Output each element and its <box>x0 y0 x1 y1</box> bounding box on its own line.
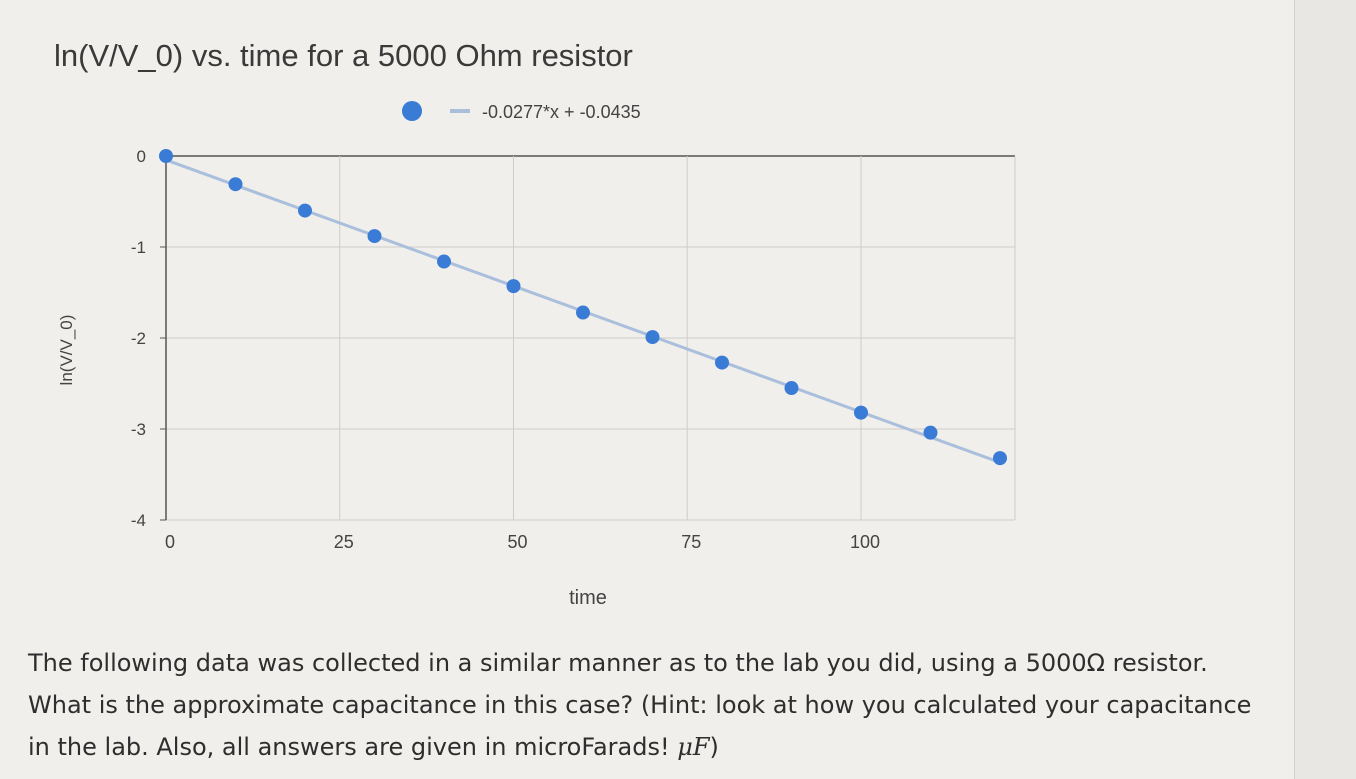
microfarad-symbol: μF <box>677 733 710 761</box>
question-text-part2: resistor. What is the approximate capaci… <box>28 649 1252 761</box>
data-point <box>576 305 590 320</box>
data-point <box>993 451 1007 466</box>
data-point <box>715 355 729 370</box>
data-point <box>923 425 938 440</box>
data-point <box>784 381 799 396</box>
data-point <box>367 229 382 244</box>
data-point <box>506 279 521 294</box>
x-tick-label: 50 <box>507 532 527 552</box>
question-text-part1: The following data was collected in a si… <box>28 649 1087 677</box>
data-point <box>228 177 243 192</box>
y-tick-label: -3 <box>131 420 146 439</box>
chart-title: ln(V/V_0) vs. time for a 5000 Ohm resist… <box>54 38 633 73</box>
x-axis-label: time <box>569 587 607 609</box>
y-tick-label: 0 <box>137 147 146 166</box>
legend: -0.0277*x + -0.0435 <box>402 101 641 122</box>
y-tick-label: -4 <box>131 511 146 530</box>
tick-labels: 0 -1 -2 -3 -4 0 25 50 75 100 <box>131 147 880 552</box>
x-tick-label: 25 <box>334 532 354 552</box>
chart-svg: 0-1-2-3-40 25 50 75 100 -0.0277*x + -0.0435 … <box>57 101 1016 609</box>
axes <box>160 155 167 521</box>
data-point <box>159 149 173 163</box>
y-tick-label: -1 <box>131 238 146 257</box>
legend-trendline-label: -0.0277*x + -0.0435 <box>482 102 641 122</box>
data-point <box>298 203 312 218</box>
question-closing: ) <box>709 733 719 761</box>
question-panel: ln(V/V_0) vs. time for a 5000 Ohm resist… <box>28 0 1295 779</box>
ohm-symbol: Ω <box>1086 649 1106 677</box>
data-point <box>854 405 868 420</box>
data-points <box>159 149 1007 466</box>
data-point <box>645 330 660 345</box>
y-axis-label: ln(V/V_0) <box>57 315 76 386</box>
grid-lines <box>165 155 1016 521</box>
x-tick-label: 0 <box>165 532 175 552</box>
x-tick-label: 100 <box>850 532 880 552</box>
data-point <box>437 254 451 269</box>
x-tick-label: 75 <box>681 532 701 552</box>
legend-marker-points <box>402 101 422 121</box>
question-text: The following data was collected in a si… <box>28 642 1278 768</box>
y-tick-label: -2 <box>131 329 146 348</box>
